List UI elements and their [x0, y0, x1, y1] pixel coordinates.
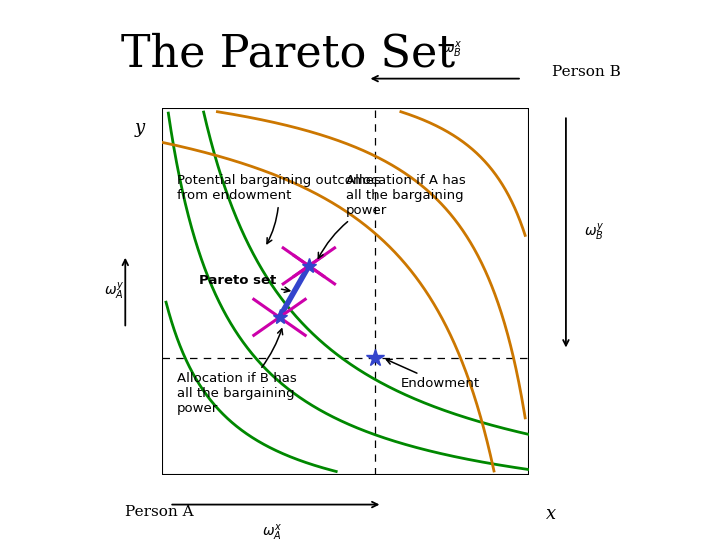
Text: Allocation if B has
all the bargaining
power: Allocation if B has all the bargaining p… [176, 329, 297, 415]
Text: Person A: Person A [125, 504, 194, 518]
Text: x: x [546, 504, 557, 523]
Text: $\omega_B^x$: $\omega_B^x$ [442, 40, 462, 60]
Text: y: y [135, 119, 145, 137]
Text: Pareto set: Pareto set [199, 274, 289, 292]
Text: $\omega_A^y$: $\omega_A^y$ [104, 281, 125, 302]
Text: Endowment: Endowment [387, 359, 480, 390]
Text: $\omega_A^x$: $\omega_A^x$ [262, 523, 282, 540]
Text: The Pareto Set: The Pareto Set [121, 32, 455, 76]
Text: Potential bargaining outcomes
from endowment: Potential bargaining outcomes from endow… [176, 174, 381, 244]
Text: Allocation if A has
all the bargaining
power: Allocation if A has all the bargaining p… [318, 174, 465, 258]
Text: Person B: Person B [552, 65, 621, 79]
Text: $\omega_B^y$: $\omega_B^y$ [585, 222, 604, 244]
